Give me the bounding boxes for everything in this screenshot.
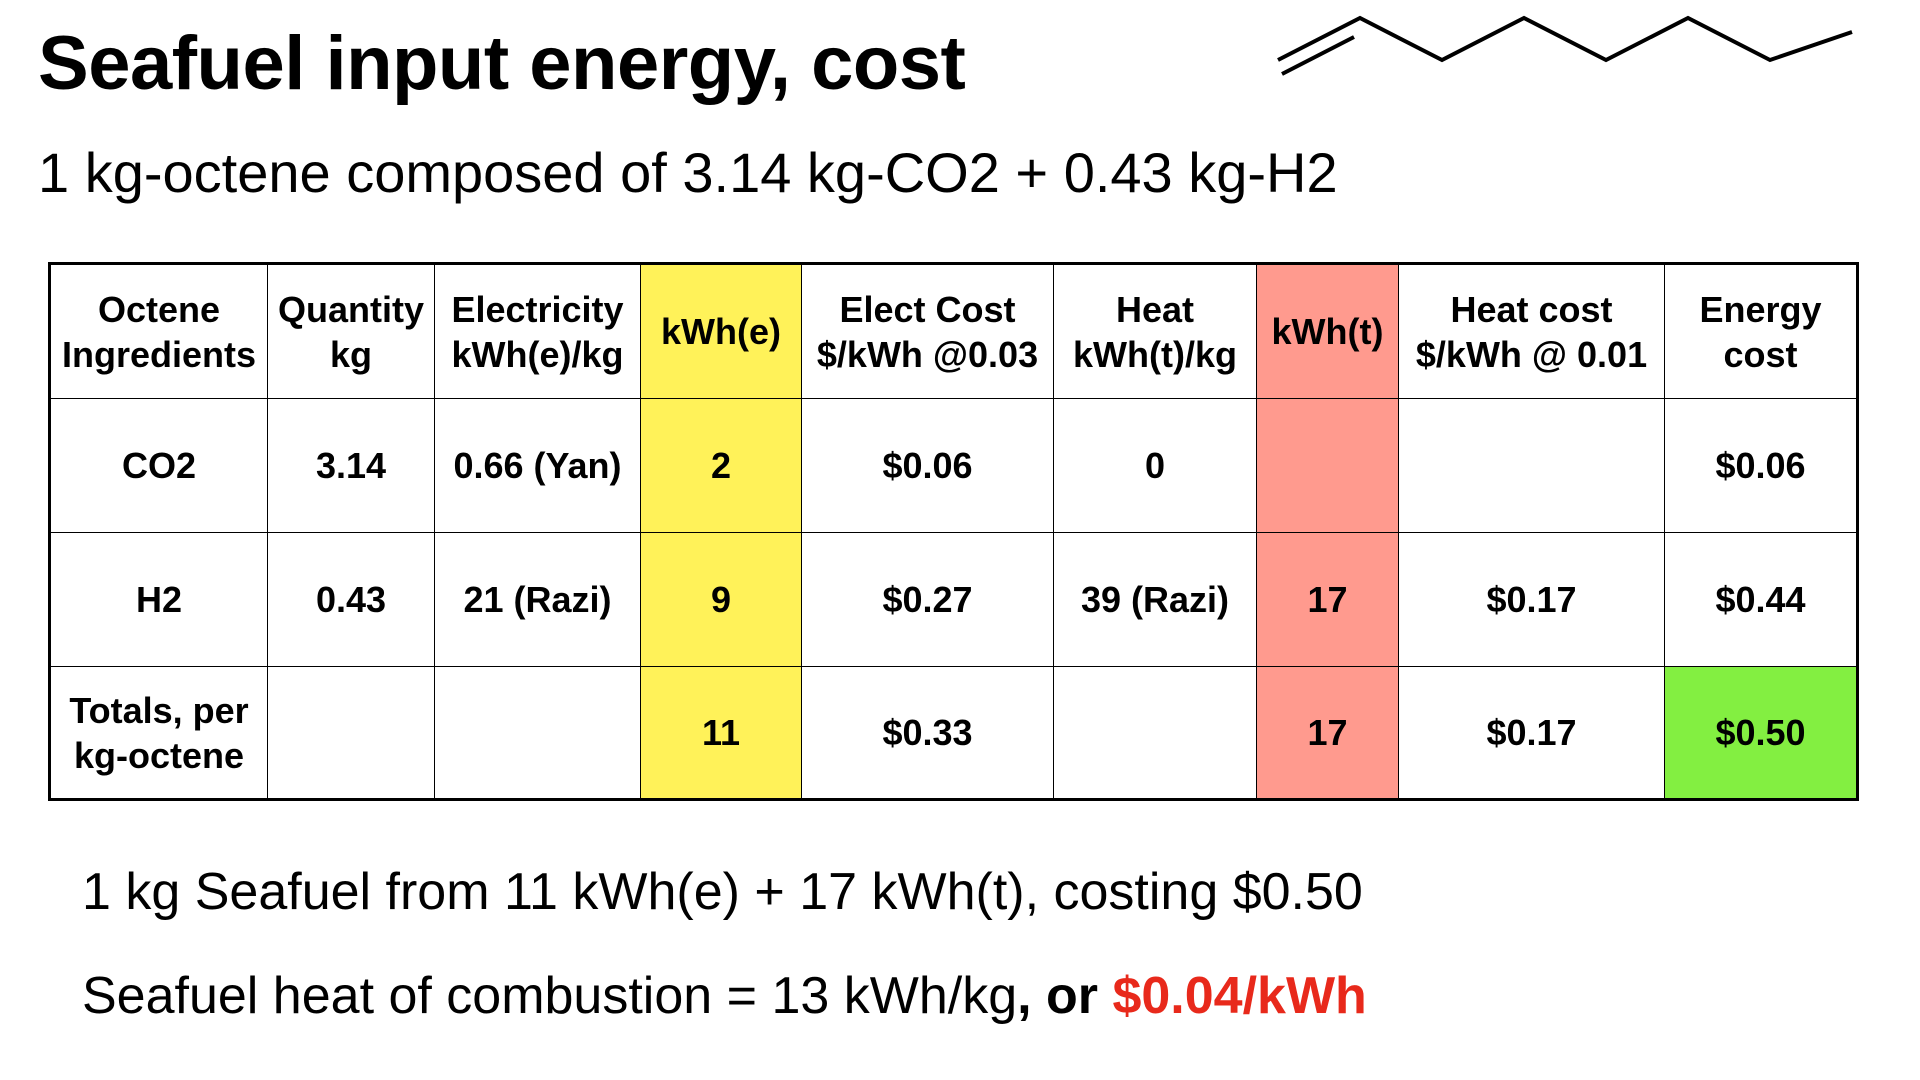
cell-kwh-t xyxy=(1256,398,1399,533)
cell-electricity: 0.66 (Yan) xyxy=(434,398,641,533)
header-elect-cost: Elect Cost $/kWh @0.03 xyxy=(801,263,1054,399)
cell-kwh-t: 17 xyxy=(1256,666,1399,800)
cell-heat: 39 (Razi) xyxy=(1053,532,1257,667)
cell-heat-cost: $0.17 xyxy=(1398,532,1665,667)
cell-electricity: 21 (Razi) xyxy=(434,532,641,667)
cell-kwh-e: 9 xyxy=(640,532,802,667)
header-kwh-t: kWh(t) xyxy=(1256,263,1399,399)
cell-heat-cost xyxy=(1398,398,1665,533)
cell-energy-cost-total: $0.50 xyxy=(1664,666,1858,800)
cell-quantity: 3.14 xyxy=(267,398,435,533)
cell-heat xyxy=(1053,666,1257,800)
header-quantity: Quantity kg xyxy=(267,263,435,399)
header-heat-cost: Heat cost $/kWh @ 0.01 xyxy=(1398,263,1665,399)
cell-elect-cost: $0.27 xyxy=(801,532,1054,667)
combustion-or: , or xyxy=(1017,967,1113,1025)
cell-energy-cost: $0.06 xyxy=(1664,398,1858,533)
table-row-co2: CO2 3.14 0.66 (Yan) 2 $0.06 0 $0.06 xyxy=(49,398,1858,533)
cell-electricity xyxy=(434,666,641,800)
composition-subtitle: 1 kg-octene composed of 3.14 kg-CO2 + 0.… xyxy=(38,141,1338,204)
cell-kwh-e: 11 xyxy=(640,666,802,800)
header-heat: Heat kWh(t)/kg xyxy=(1053,263,1257,399)
page-title: Seafuel input energy, cost xyxy=(38,21,966,106)
table-header-row: Octene Ingredients Quantity kg Electrici… xyxy=(49,263,1858,399)
cell-ingredient: CO2 xyxy=(49,398,268,533)
combustion-line: Seafuel heat of combustion = 13 kWh/kg, … xyxy=(82,966,1367,1026)
cell-quantity: 0.43 xyxy=(267,532,435,667)
cell-kwh-e: 2 xyxy=(640,398,802,533)
ingredients-energy-table: Octene Ingredients Quantity kg Electrici… xyxy=(48,262,1859,801)
cell-ingredient: H2 xyxy=(49,532,268,667)
price-per-kwh: $0.04/kWh xyxy=(1112,967,1367,1025)
table-row-totals: Totals, per kg-octene 11 $0.33 17 $0.17 … xyxy=(49,666,1858,800)
table-row-h2: H2 0.43 21 (Razi) 9 $0.27 39 (Razi) 17 $… xyxy=(49,532,1858,667)
cell-elect-cost: $0.06 xyxy=(801,398,1054,533)
cell-ingredient: Totals, per kg-octene xyxy=(49,666,268,800)
header-octene-ingredients: Octene Ingredients xyxy=(49,263,268,399)
cell-heat-cost: $0.17 xyxy=(1398,666,1665,800)
combustion-text: Seafuel heat of combustion = 13 kWh/kg xyxy=(82,967,1018,1025)
header-electricity: Electricity kWh(e)/kg xyxy=(434,263,641,399)
cell-heat: 0 xyxy=(1053,398,1257,533)
header-kwh-e: kWh(e) xyxy=(640,263,802,399)
cell-kwh-t: 17 xyxy=(1256,532,1399,667)
cell-elect-cost: $0.33 xyxy=(801,666,1054,800)
seafuel-summary: 1 kg Seafuel from 11 kWh(e) + 17 kWh(t),… xyxy=(82,863,1363,921)
cell-energy-cost: $0.44 xyxy=(1664,532,1858,667)
header-energy-cost: Energy cost xyxy=(1664,263,1858,399)
cell-quantity xyxy=(267,666,435,800)
octene-molecule-icon xyxy=(1277,15,1853,76)
